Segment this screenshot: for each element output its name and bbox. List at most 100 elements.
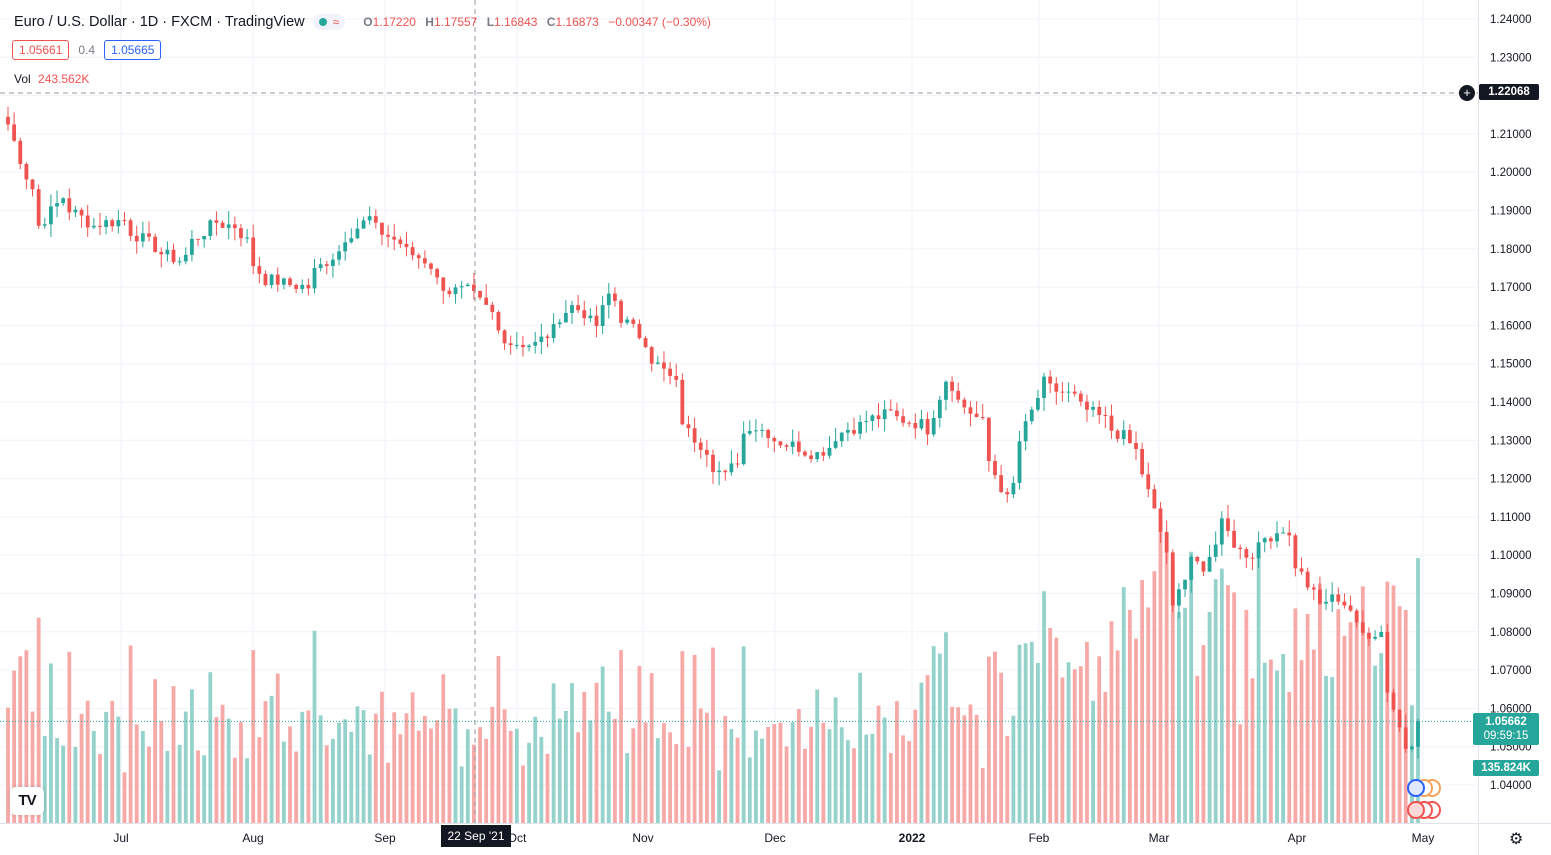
volume-bar <box>214 717 219 823</box>
candle-body <box>269 274 274 286</box>
sell-button[interactable]: 1.05661 <box>12 40 70 60</box>
time-tick-label: Nov <box>632 831 653 845</box>
volume-bar <box>790 722 795 823</box>
volume-bar <box>901 735 905 823</box>
volume-bar <box>692 654 697 823</box>
volume-bar <box>61 745 66 823</box>
volume-bar <box>999 672 1004 823</box>
volume-bar <box>1379 653 1384 823</box>
volume-legend[interactable]: Vol 243.562K <box>14 72 89 86</box>
symbol-title[interactable]: Euro / U.S. Dollar · 1D · FXCM · Trading… <box>14 14 305 30</box>
volume-bar <box>502 709 507 823</box>
candle-body <box>1219 518 1224 545</box>
candle-body <box>134 235 139 242</box>
volume-bar <box>944 632 948 823</box>
candle-body <box>1042 376 1046 399</box>
spread-value: 0.4 <box>78 43 96 57</box>
bar-countdown: 09:59:15 <box>1483 730 1529 742</box>
price-tick-label: 1.07000 <box>1490 665 1532 677</box>
candle-body <box>128 220 133 236</box>
candle-body <box>901 416 905 423</box>
volume-bar <box>600 666 605 823</box>
candle-body <box>1354 610 1359 623</box>
candle-body <box>1158 508 1163 532</box>
volume-bar <box>796 708 801 823</box>
volume-bar <box>784 746 789 823</box>
candle-body <box>24 163 29 180</box>
candle-body <box>754 430 758 432</box>
price-tick-label: 1.06000 <box>1490 703 1532 715</box>
volume-bar <box>582 691 587 823</box>
volume-bar <box>735 737 740 823</box>
price-tick-label: 1.23000 <box>1490 52 1532 64</box>
volume-bar <box>1305 613 1310 823</box>
volume-bar <box>465 729 470 823</box>
candle-body <box>1299 568 1304 572</box>
volume-bar <box>533 716 538 823</box>
candle-body <box>625 319 630 323</box>
candle-body <box>937 399 942 418</box>
volume-bar <box>772 724 777 823</box>
candle-body <box>147 233 151 237</box>
candle-body <box>441 277 446 291</box>
candle-body <box>214 220 219 223</box>
candle-body <box>747 430 752 434</box>
volume-bar <box>55 738 59 823</box>
volume-bar <box>42 735 47 823</box>
volume-bar <box>171 686 176 823</box>
volume-bar <box>269 695 274 823</box>
volume-bar <box>686 746 691 823</box>
price-tick-label: 1.19000 <box>1490 206 1532 218</box>
candle-body <box>429 263 433 269</box>
candle-body <box>852 429 856 434</box>
candle-body <box>827 447 832 456</box>
volume-bar <box>67 651 72 823</box>
volume-bar <box>1416 558 1420 823</box>
candle-body <box>245 237 249 239</box>
volume-bar <box>398 734 403 823</box>
buy-button[interactable]: 1.05665 <box>104 40 162 60</box>
volume-bar <box>613 718 617 823</box>
tradingview-logo-icon[interactable]: TV <box>10 787 44 815</box>
volume-bar <box>655 738 660 823</box>
volume-bar <box>1164 540 1169 823</box>
candle-body <box>459 286 464 288</box>
candle-body <box>980 417 985 419</box>
candle-body <box>306 284 311 289</box>
candle-body <box>116 220 121 227</box>
market-status-pill[interactable]: ≈ <box>312 14 346 30</box>
candle-body <box>484 297 489 305</box>
candle-body <box>318 264 323 269</box>
price-tick-label: 1.24000 <box>1490 14 1532 26</box>
volume-bar <box>631 728 636 823</box>
candle-body <box>226 224 231 228</box>
candle-body <box>398 239 403 244</box>
volume-bar <box>1219 568 1224 823</box>
volume-bar <box>1360 586 1365 823</box>
volume-bar <box>1318 583 1322 823</box>
candle-body <box>1005 491 1010 495</box>
gear-icon[interactable]: ⚙ <box>1509 831 1524 848</box>
plus-circle-icon[interactable]: + <box>1459 85 1475 101</box>
candle-body <box>655 362 660 364</box>
volume-bar <box>858 672 863 823</box>
volume-bar <box>1011 715 1016 823</box>
flag-events-icon[interactable] <box>1407 779 1447 799</box>
volume-bar <box>882 717 887 823</box>
candle-body <box>1348 605 1353 611</box>
candle-body <box>91 225 96 228</box>
candle-body <box>183 254 188 262</box>
volume-bar <box>1232 592 1236 823</box>
volume-bar <box>680 651 685 823</box>
volume-bar <box>134 724 139 823</box>
volume-bar <box>355 706 360 823</box>
flag-events-icon[interactable] <box>1407 801 1447 821</box>
candle-body <box>1121 430 1126 439</box>
candle-body <box>490 304 495 313</box>
volume-bar <box>386 762 390 823</box>
volume-bar <box>1036 662 1040 823</box>
candle-body <box>551 324 556 339</box>
volume-bar <box>183 711 188 823</box>
volume-bar <box>619 650 623 823</box>
